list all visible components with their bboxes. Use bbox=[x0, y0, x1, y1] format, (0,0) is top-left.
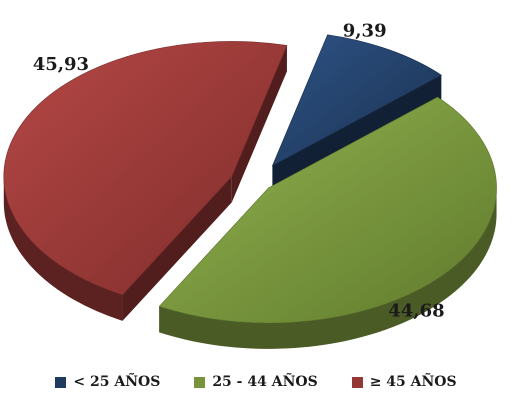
pie-slice-under-25 bbox=[271, 34, 442, 192]
pie-slice-45-plus bbox=[3, 41, 288, 321]
slice-wall bbox=[122, 176, 232, 321]
legend-label-under-25: < 25 AÑOS bbox=[73, 374, 161, 390]
slice-wall bbox=[272, 75, 442, 192]
slice-top bbox=[3, 41, 288, 296]
slice-top bbox=[271, 34, 442, 167]
legend-swatch-25-44 bbox=[194, 376, 206, 388]
data-label-under-25: 9,39 bbox=[343, 21, 387, 42]
data-label-45-plus: 45,93 bbox=[33, 54, 89, 75]
legend-swatch-under-25 bbox=[55, 376, 67, 388]
slice-side bbox=[3, 176, 123, 321]
legend-item-25-44: 25 - 44 AÑOS bbox=[194, 374, 318, 390]
legend: < 25 AÑOS 25 - 44 AÑOS ≥ 45 AÑOS bbox=[0, 372, 512, 392]
data-label-25-44: 44,68 bbox=[388, 301, 444, 322]
legend-label-45-plus: ≥ 45 AÑOS bbox=[369, 374, 457, 390]
legend-swatch-45-plus bbox=[351, 376, 363, 388]
slice-top bbox=[158, 96, 497, 324]
pie-slice-25-44 bbox=[158, 96, 497, 349]
legend-item-45-plus: ≥ 45 AÑOS bbox=[351, 374, 457, 390]
legend-label-25-44: 25 - 44 AÑOS bbox=[212, 374, 318, 390]
slice-wall bbox=[231, 45, 287, 203]
legend-item-under-25: < 25 AÑOS bbox=[55, 374, 160, 390]
slice-side bbox=[159, 187, 497, 349]
